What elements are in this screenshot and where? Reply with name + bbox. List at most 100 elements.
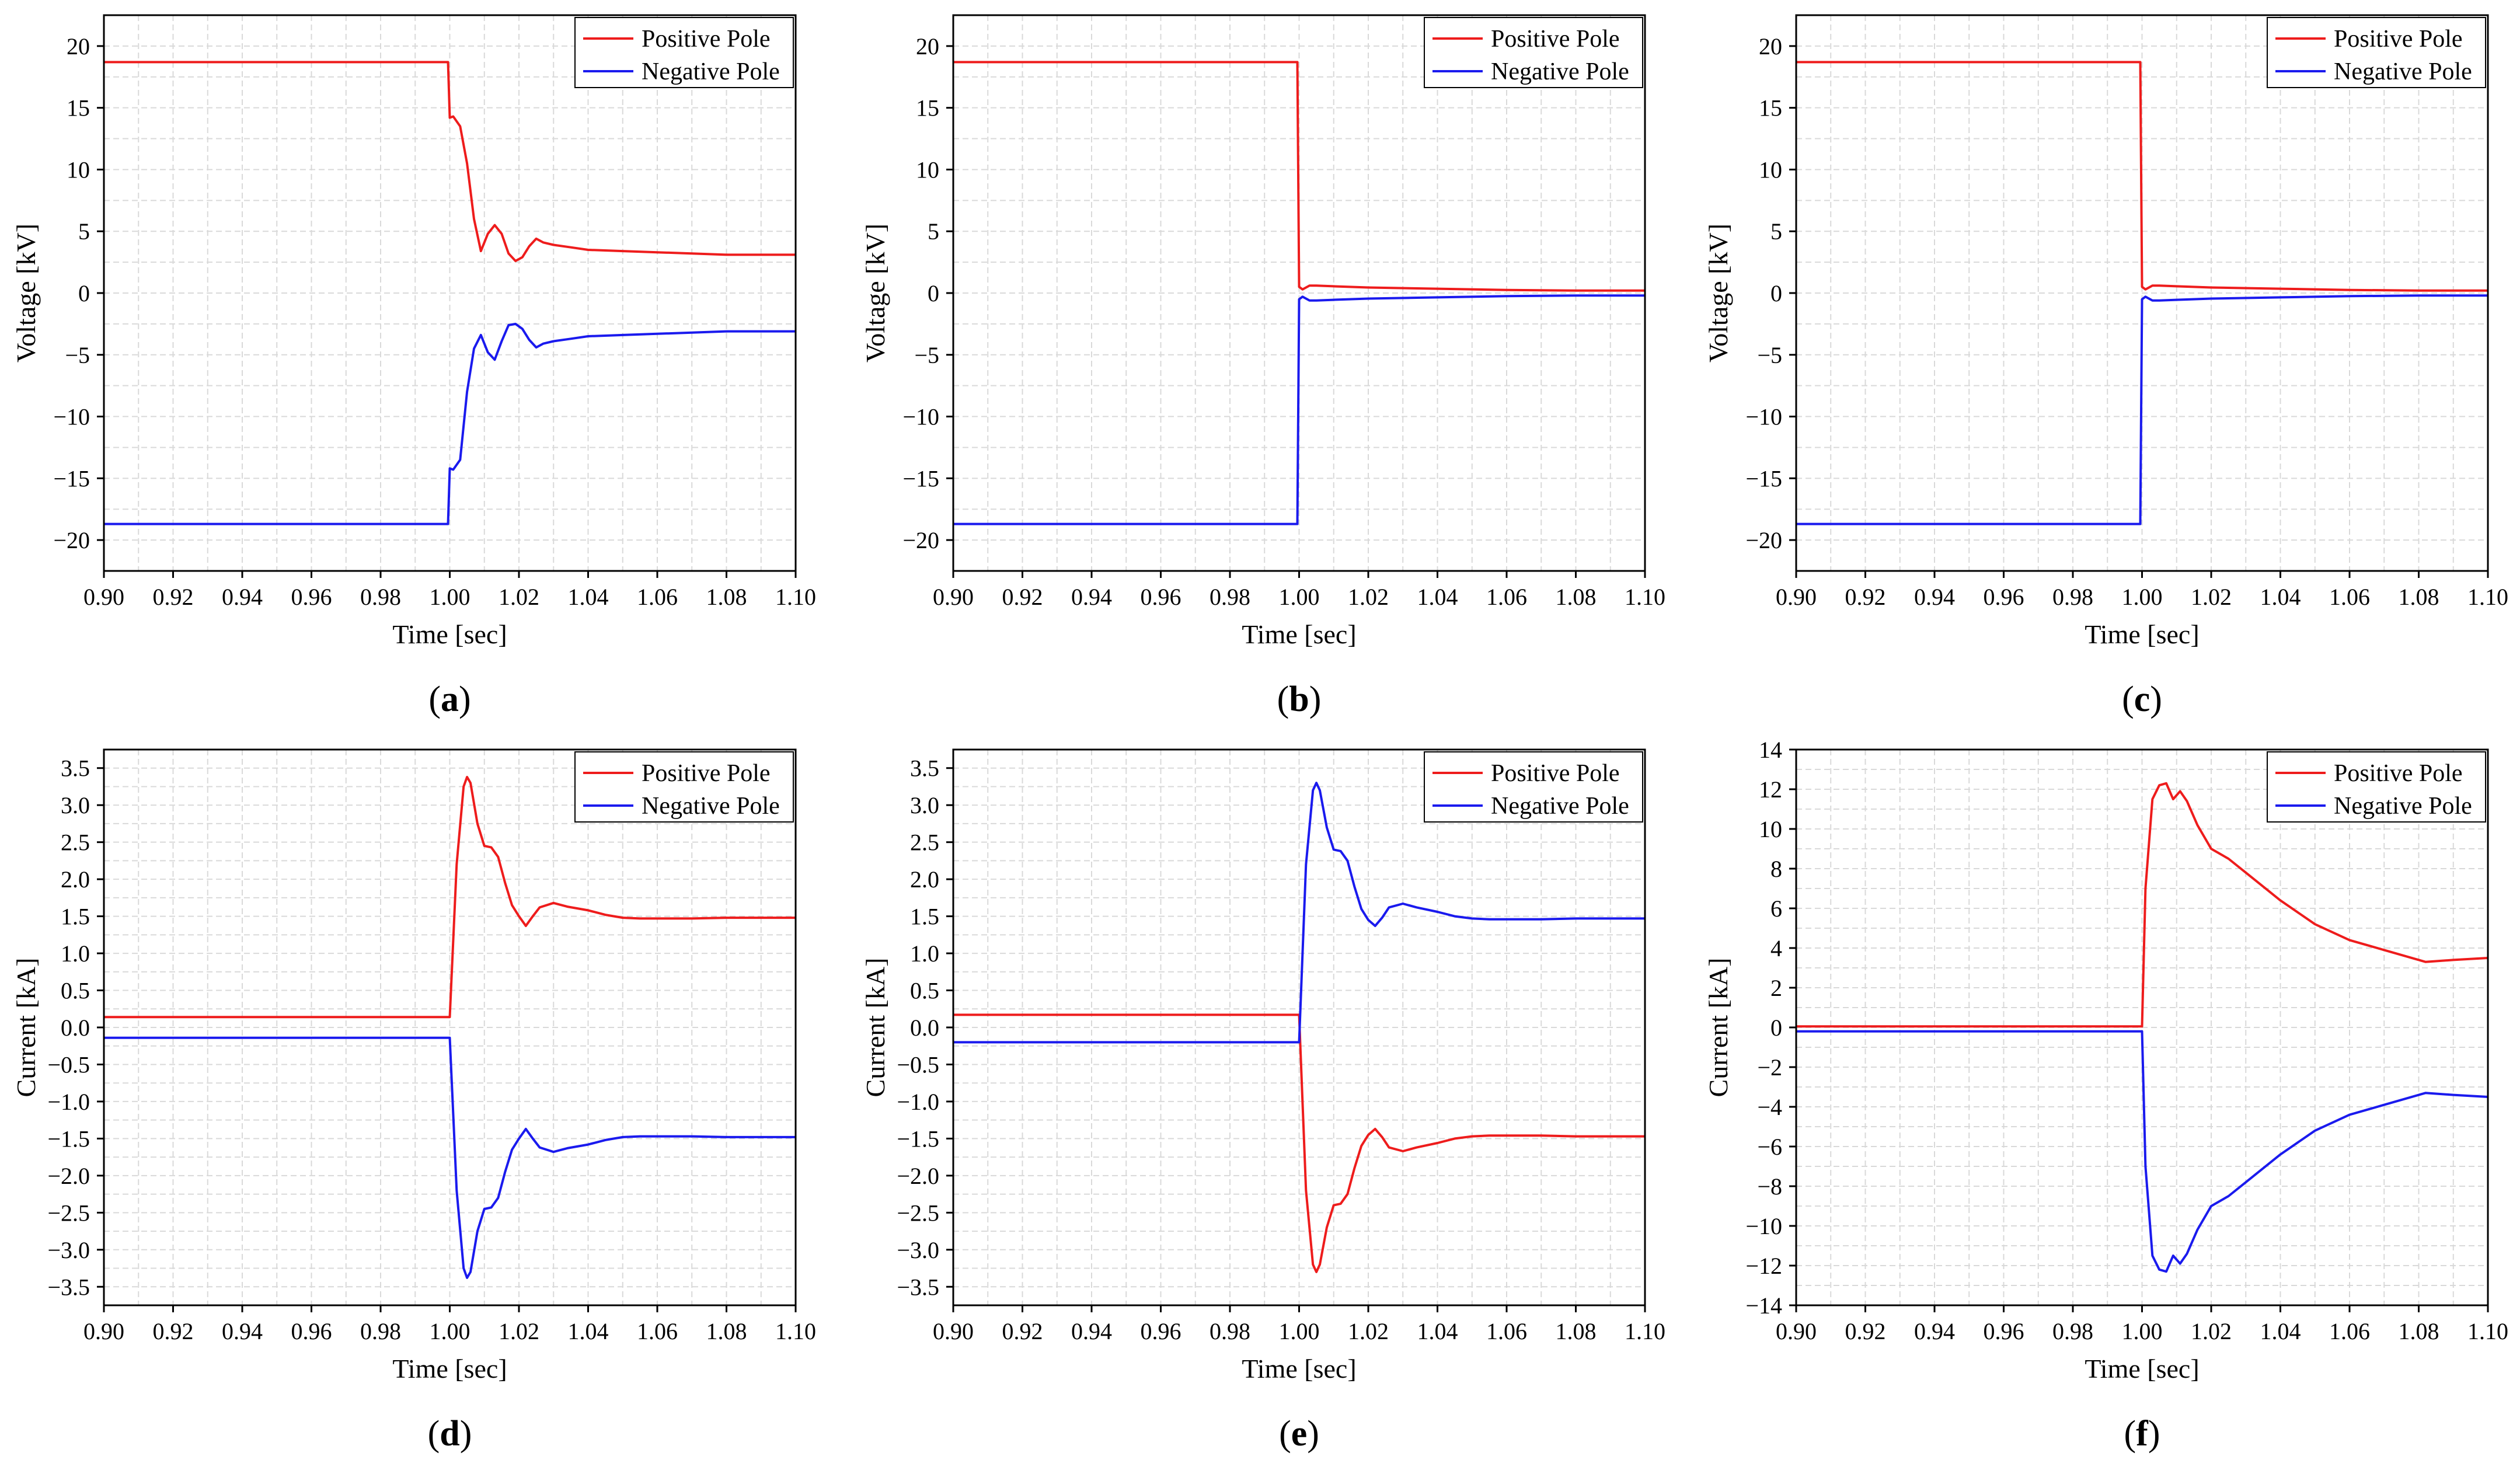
y-tick-label: −1.0: [897, 1089, 939, 1115]
x-tick-label: 1.06: [1486, 1318, 1527, 1344]
y-tick-label: 12: [1759, 776, 1782, 803]
x-tick-label: 0.96: [1984, 584, 2024, 610]
y-tick-label: −2.0: [47, 1163, 90, 1189]
x-tick-label: 1.00: [1279, 1318, 1320, 1344]
series-positive-pole: [104, 776, 796, 1019]
plot-frame: [103, 14, 797, 572]
legend-box: [2267, 751, 2486, 823]
x-tick-label: 1.02: [499, 1318, 539, 1344]
x-tick-label: 1.06: [637, 584, 678, 610]
y-tick-label: 2.5: [61, 830, 90, 856]
y-axis-label: Voltage [kV]: [860, 224, 890, 363]
y-tick-label: 0.5: [61, 978, 90, 1004]
legend-label: Negative Pole: [2334, 58, 2472, 85]
x-axis-label: Time [sec]: [392, 619, 507, 649]
y-tick-label: −15: [1745, 465, 1782, 492]
x-tick-label: 1.04: [1417, 1318, 1458, 1344]
x-tick-label: 0.96: [1141, 1318, 1181, 1344]
x-tick-label: 1.06: [2329, 1318, 2370, 1344]
series-negative-pole: [104, 322, 796, 525]
x-axis-label: Time [sec]: [1242, 619, 1356, 649]
x-tick-label: 1.06: [1486, 584, 1527, 610]
legend-label: Negative Pole: [1491, 793, 1629, 820]
x-tick-label: 0.90: [933, 1318, 974, 1344]
x-tick-label: 1.04: [1417, 584, 1458, 610]
legend-label: Positive Pole: [642, 760, 771, 787]
y-tick-label: −1.5: [47, 1125, 90, 1152]
x-tick-label: 1.08: [2399, 584, 2439, 610]
y-tick-label: −5: [914, 342, 939, 368]
y-tick-label: −20: [1745, 527, 1782, 553]
y-tick-label: −3.5: [897, 1274, 939, 1300]
x-axis-label: Time [sec]: [2085, 619, 2199, 649]
x-tick-label: 0.96: [1984, 1318, 2024, 1344]
x-tick-label: 0.98: [360, 584, 401, 610]
y-tick-label: 0.0: [61, 1015, 90, 1041]
y-tick-label: −20: [53, 527, 90, 553]
x-tick-label: 0.96: [1141, 584, 1181, 610]
y-tick-label: 1.5: [61, 904, 90, 930]
series-group: [104, 61, 796, 525]
panel-letter: b: [1289, 680, 1309, 719]
y-tick-label: −15: [902, 465, 939, 492]
y-tick-label: −3.0: [897, 1237, 939, 1263]
x-tick-label: 0.96: [291, 584, 332, 610]
x-tick-label: 0.98: [1210, 584, 1250, 610]
series-group: [1796, 782, 2488, 1273]
y-tick-label: −10: [1745, 404, 1782, 430]
y-tick-label: 0: [1770, 280, 1782, 306]
y-tick-label: 3.0: [910, 792, 939, 818]
legend-label: Positive Pole: [2334, 26, 2463, 53]
y-tick-label: −5: [65, 342, 90, 368]
series-negative-pole: [104, 1036, 796, 1279]
y-tick-label: 10: [67, 156, 90, 183]
x-tick-label: 1.10: [1625, 1318, 1665, 1344]
panel-caption: (d): [428, 1414, 472, 1454]
grid: [104, 15, 796, 571]
x-tick-label: 1.02: [2191, 1318, 2232, 1344]
y-tick-label: −20: [902, 527, 939, 553]
y-tick-label: 14: [1759, 737, 1782, 763]
series-group: [1796, 61, 2488, 525]
y-tick-label: 2.0: [910, 866, 939, 893]
panel-f: 0.90 0.92 0.94 0.96 0.98 1.00 1.02 1.04 1.06 1.08…: [1703, 737, 2508, 1454]
y-tick-label: 20: [1759, 33, 1782, 60]
series-positive-pole: [953, 1013, 1645, 1273]
panel-caption: (a): [428, 680, 470, 719]
x-tick-label: 1.02: [2191, 584, 2232, 610]
y-tick-label: 0: [78, 280, 90, 306]
grid: [1796, 15, 2488, 571]
series-negative-pole: [953, 782, 1645, 1044]
x-tick-label: 1.00: [2122, 1318, 2163, 1344]
x-tick-label: 1.04: [568, 1318, 609, 1344]
y-tick-label: 1.5: [910, 904, 939, 930]
y-axis-label: Voltage [kV]: [1703, 224, 1733, 363]
series-positive-pole: [1796, 61, 2488, 292]
y-tick-label: 2.0: [61, 866, 90, 893]
x-tick-label: 0.90: [83, 584, 124, 610]
y-axis-label: Voltage [kV]: [11, 224, 41, 363]
y-tick-label: 8: [1770, 856, 1782, 882]
panel-b: 0.90 0.92 0.94 0.96 0.98 1.00 1.02 1.04 1.06 1.08…: [860, 14, 1665, 719]
y-tick-label: 0: [1770, 1015, 1782, 1041]
y-tick-label: 3.5: [910, 755, 939, 782]
x-tick-label: 0.92: [153, 584, 194, 610]
y-tick-label: 0.0: [910, 1015, 939, 1041]
y-tick-label: −4: [1757, 1094, 1782, 1120]
legend: Positive Pole Negative Pole: [1424, 751, 1643, 823]
legend-box: [574, 17, 794, 88]
x-tick-label: 1.00: [430, 1318, 470, 1344]
x-tick-label: 0.90: [1776, 584, 1817, 610]
x-tick-label: 0.90: [1776, 1318, 1817, 1344]
y-tick-label: −2.0: [897, 1163, 939, 1189]
x-tick-label: 0.98: [2052, 584, 2093, 610]
x-tick-label: 1.06: [2329, 584, 2370, 610]
plot-frame: [1795, 14, 2489, 572]
legend-label: Positive Pole: [2334, 760, 2463, 787]
y-tick-label: −10: [902, 404, 939, 430]
series-group: [104, 776, 796, 1279]
y-tick-label: 15: [67, 95, 90, 121]
legend-box: [2267, 17, 2486, 88]
legend-label: Positive Pole: [1491, 26, 1620, 53]
